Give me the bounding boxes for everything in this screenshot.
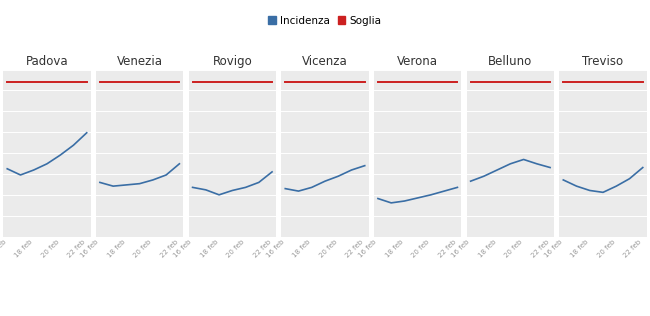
Legend: Incidenza, Soglia: Incidenza, Soglia	[265, 11, 385, 30]
Title: Treviso: Treviso	[582, 55, 623, 68]
Title: Vicenza: Vicenza	[302, 55, 348, 68]
Title: Padova: Padova	[25, 55, 68, 68]
Title: Venezia: Venezia	[116, 55, 162, 68]
Title: Verona: Verona	[397, 55, 438, 68]
Title: Belluno: Belluno	[488, 55, 532, 68]
Title: Rovigo: Rovigo	[213, 55, 252, 68]
